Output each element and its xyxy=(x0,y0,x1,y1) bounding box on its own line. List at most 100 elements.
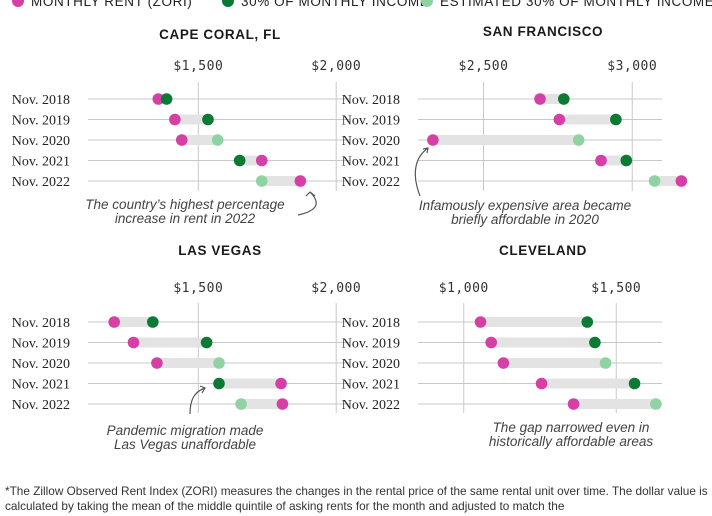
gap-bar xyxy=(480,317,588,327)
chart-panel-1: SAN FRANCISCO $2,500 $3,000 Nov. 2018 Nov. 2… xyxy=(342,24,688,227)
row-label: Nov. 2021 xyxy=(342,378,400,393)
row-label: Nov. 2021 xyxy=(12,155,70,170)
estimated-point xyxy=(255,175,268,187)
income-point xyxy=(581,316,594,328)
gap-bar xyxy=(573,399,656,409)
annotation-arrowhead xyxy=(305,191,316,197)
row-label: Nov. 2018 xyxy=(342,316,400,331)
rent-point xyxy=(595,154,607,167)
gap-bar xyxy=(133,337,207,348)
income-point xyxy=(610,113,622,126)
annotation-text: The country’s highest percentage xyxy=(85,197,284,212)
footnote: *The Zillow Observed Rent Index (ZORI) m… xyxy=(5,484,708,513)
annotation-text: historically affordable areas xyxy=(489,434,654,449)
legend-label-estimated: ESTIMATED 30% OF MONTHLY INCOME† xyxy=(440,0,712,9)
legend-swatch-rent xyxy=(12,0,24,7)
row-label: Nov. 2018 xyxy=(12,93,70,108)
annotation-arrow xyxy=(414,147,429,197)
row-label: Nov. 2018 xyxy=(12,316,70,331)
legend-label-rent: MONTHLY RENT (ZORI) xyxy=(31,0,193,9)
rent-point xyxy=(675,175,688,187)
chart-panel-2: LAS VEGAS $1,500 $2,000 Nov. 2018 Nov. 2019 N… xyxy=(12,243,361,452)
rent-point xyxy=(294,175,307,187)
gap-bar xyxy=(241,399,283,409)
row-label: Nov. 2020 xyxy=(342,357,400,372)
gap-bar xyxy=(261,176,301,186)
legend-item-rent: MONTHLY RENT (ZORI) xyxy=(12,0,192,9)
estimated-point xyxy=(213,357,225,369)
gap-bar xyxy=(114,317,153,327)
legend: MONTHLY RENT (ZORI) 30% OF MONTHLY INCOM… xyxy=(0,0,712,12)
annotation-text: briefly affordable in 2020 xyxy=(451,212,599,227)
annotation-text: Las Vegas unaffordable xyxy=(114,437,256,452)
rent-point xyxy=(276,398,289,410)
panel-title: CAPE CORAL, FL xyxy=(159,27,281,42)
annotation-arrow xyxy=(189,387,206,415)
rent-point xyxy=(567,398,580,410)
row-label: Nov. 2020 xyxy=(342,134,400,149)
income-point xyxy=(620,154,633,167)
gap-bar xyxy=(540,94,564,104)
rent-point xyxy=(169,113,181,126)
rent-point xyxy=(152,93,165,105)
row-label: Nov. 2021 xyxy=(342,155,400,170)
row-label: Nov. 2019 xyxy=(12,337,70,352)
estimated-point xyxy=(211,134,224,146)
rent-point xyxy=(497,357,510,369)
rent-point xyxy=(275,377,287,390)
x-tick-label: $3,000 xyxy=(607,59,657,74)
annotation-text: increase in rent in 2022 xyxy=(115,211,256,226)
annotation-text: Pandemic migration made xyxy=(107,423,264,438)
income-point xyxy=(147,316,159,328)
x-tick-label: $2,500 xyxy=(458,59,508,74)
row-label: Nov. 2020 xyxy=(12,134,70,149)
annotation-arrowhead xyxy=(199,385,206,394)
rent-point xyxy=(151,357,163,369)
x-tick-label: $1,500 xyxy=(173,281,223,296)
gap-bar xyxy=(654,176,682,186)
income-point xyxy=(628,377,641,390)
gap-bar xyxy=(239,155,262,166)
income-point xyxy=(200,336,213,349)
rent-point xyxy=(175,134,188,146)
gap-bar xyxy=(432,135,579,145)
income-point xyxy=(202,113,214,126)
gap-bar xyxy=(156,358,219,368)
rent-point xyxy=(534,93,546,105)
x-tick-label: $2,000 xyxy=(311,281,361,296)
rent-point xyxy=(255,154,268,167)
row-label: Nov. 2022 xyxy=(12,175,70,190)
rent-point xyxy=(485,336,498,349)
row-label: Nov. 2022 xyxy=(12,398,70,413)
income-point xyxy=(213,377,225,390)
rent-point xyxy=(108,316,120,328)
annotation-text: Infamously expensive area became xyxy=(419,198,631,213)
legend-swatch-estimated xyxy=(421,0,433,7)
rent-point xyxy=(535,377,548,390)
gap-bar xyxy=(541,378,635,389)
estimated-point xyxy=(572,134,585,146)
row-label: Nov. 2019 xyxy=(342,337,400,352)
estimated-point xyxy=(599,357,612,369)
gap-bar xyxy=(181,135,218,145)
panel-title: LAS VEGAS xyxy=(178,243,261,258)
rent-point xyxy=(427,134,439,146)
row-label: Nov. 2022 xyxy=(342,175,400,190)
x-tick-label: $1,000 xyxy=(439,281,489,296)
income-point xyxy=(558,93,570,105)
gap-bar xyxy=(503,358,606,368)
annotation-text: The gap narrowed even in xyxy=(493,420,650,435)
legend-item-estimated: ESTIMATED 30% OF MONTHLY INCOME† xyxy=(421,0,712,9)
row-label: Nov. 2018 xyxy=(342,93,400,108)
annotation-arrowhead xyxy=(422,147,429,154)
legend-swatch-income xyxy=(222,0,234,7)
x-tick-label: $1,500 xyxy=(173,59,223,74)
income-point xyxy=(160,93,173,105)
gap-bar xyxy=(491,337,595,348)
row-label: Nov. 2019 xyxy=(12,114,70,129)
income-point xyxy=(589,336,601,349)
row-label: Nov. 2021 xyxy=(12,378,70,393)
rent-point xyxy=(474,316,487,328)
gap-bar xyxy=(559,114,616,125)
